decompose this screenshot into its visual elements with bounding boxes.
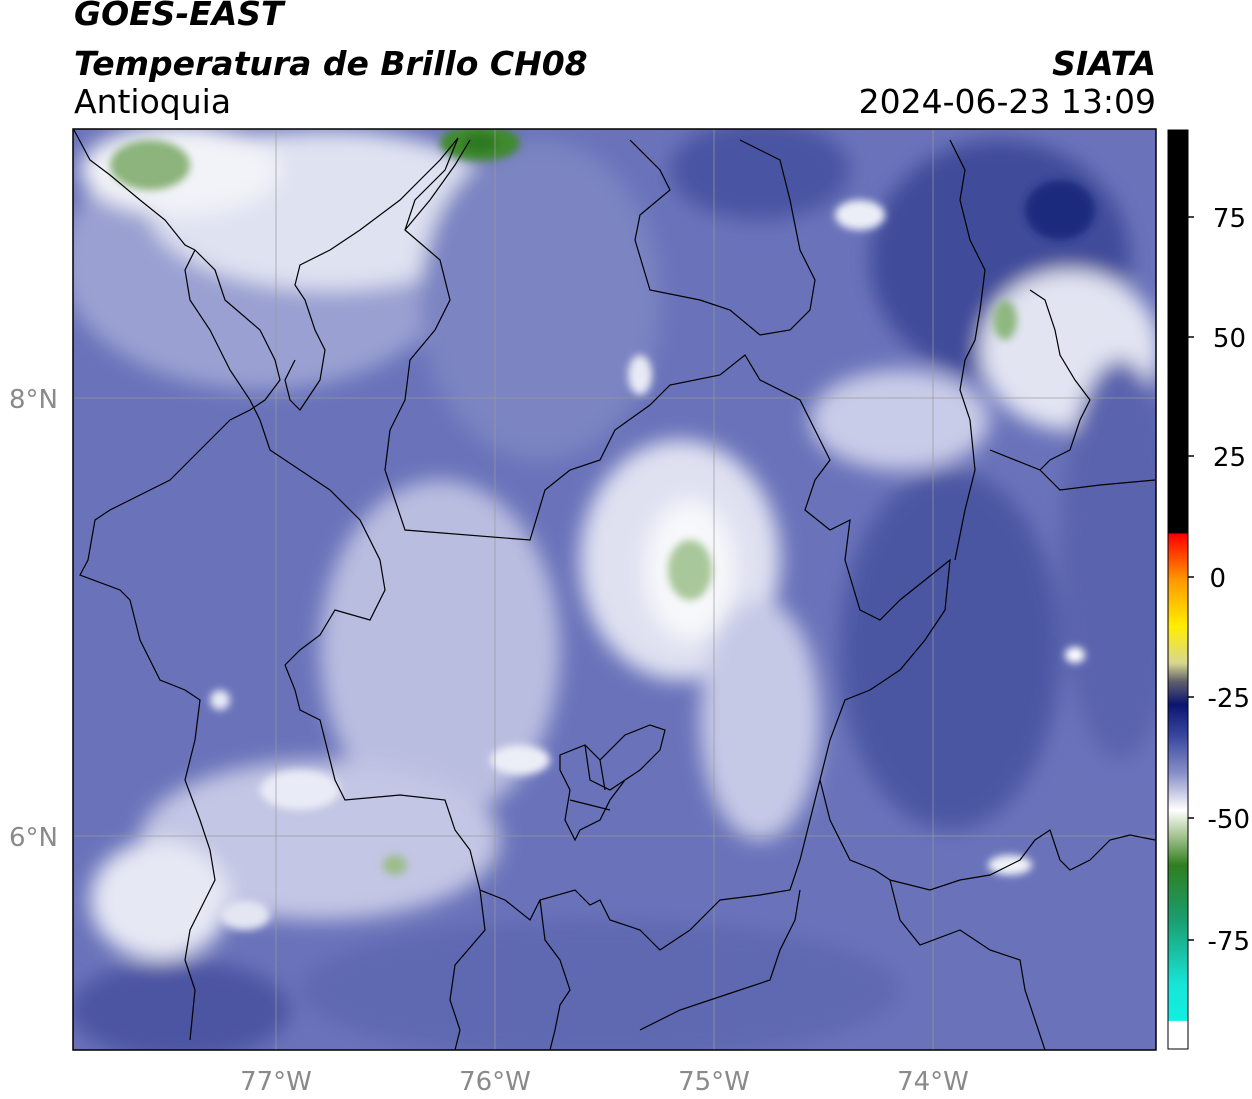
map-frame [72,128,1157,1051]
bolivar-boundary [629,139,816,336]
caldas-boundary [819,779,1046,1050]
administrative-boundaries [73,129,1156,1050]
gridlines [73,129,1156,1050]
lon-tick-label: 75°W [678,1067,750,1097]
risaralda-boundary [539,899,571,1050]
longitude-axis: 77°W 76°W 75°W 74°W [240,1067,969,1097]
north-east-boundary [1029,289,1091,471]
east-boundary [989,449,1156,491]
south-boundary [639,889,801,1031]
colorbar-tick-label: -25 [1208,684,1250,714]
colorbar-ramp [1167,129,1189,1050]
lon-tick-label: 74°W [897,1067,969,1097]
cordoba-boundary [404,139,471,231]
northern-coastline [284,137,459,411]
satellite-title: GOES-EAST [74,0,284,33]
boyaca-boundary [889,829,1156,891]
latitude-axis: 8°N 6°N [9,385,58,853]
organization-label: SIATA [1052,44,1156,83]
gulf-coast-west [73,129,196,251]
colorbar-tick-label: 25 [1213,443,1246,473]
colorbar-tick-label: 0 [1209,564,1226,594]
colorbar: 75 50 25 0 -25 -50 -75 [1167,129,1250,1050]
santander-boundary [949,139,986,561]
colorbar-tick-label: -75 [1208,927,1250,957]
colorbar-tick-label: 75 [1213,204,1246,234]
lat-tick-label: 8°N [9,385,58,415]
lon-tick-label: 76°W [459,1067,531,1097]
antioquia-boundary [184,137,951,951]
lon-tick-label: 77°W [240,1067,312,1097]
choco-boundary [449,889,486,1050]
region-label: Antioquia [74,82,232,121]
brightness-temperature-field [73,129,1156,1050]
valle-aburra-inner [569,744,626,811]
colorbar-tick-label: 50 [1213,324,1246,354]
lat-tick-label: 6°N [9,823,58,853]
timestamp-label: 2024-06-23 13:09 [858,82,1156,121]
colorbar-ticks [1188,216,1194,941]
uraba-coast [79,249,281,1041]
colorbar-tick-label: -50 [1208,805,1250,835]
product-title: Temperatura de Brillo CH08 [74,44,588,83]
